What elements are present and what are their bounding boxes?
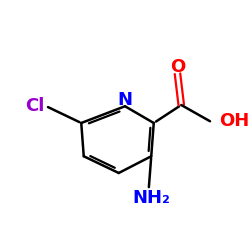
Text: OH: OH	[219, 112, 249, 130]
Text: O: O	[170, 58, 185, 76]
Text: N: N	[118, 91, 132, 109]
Text: Cl: Cl	[25, 97, 45, 115]
Text: NH₂: NH₂	[133, 189, 171, 207]
